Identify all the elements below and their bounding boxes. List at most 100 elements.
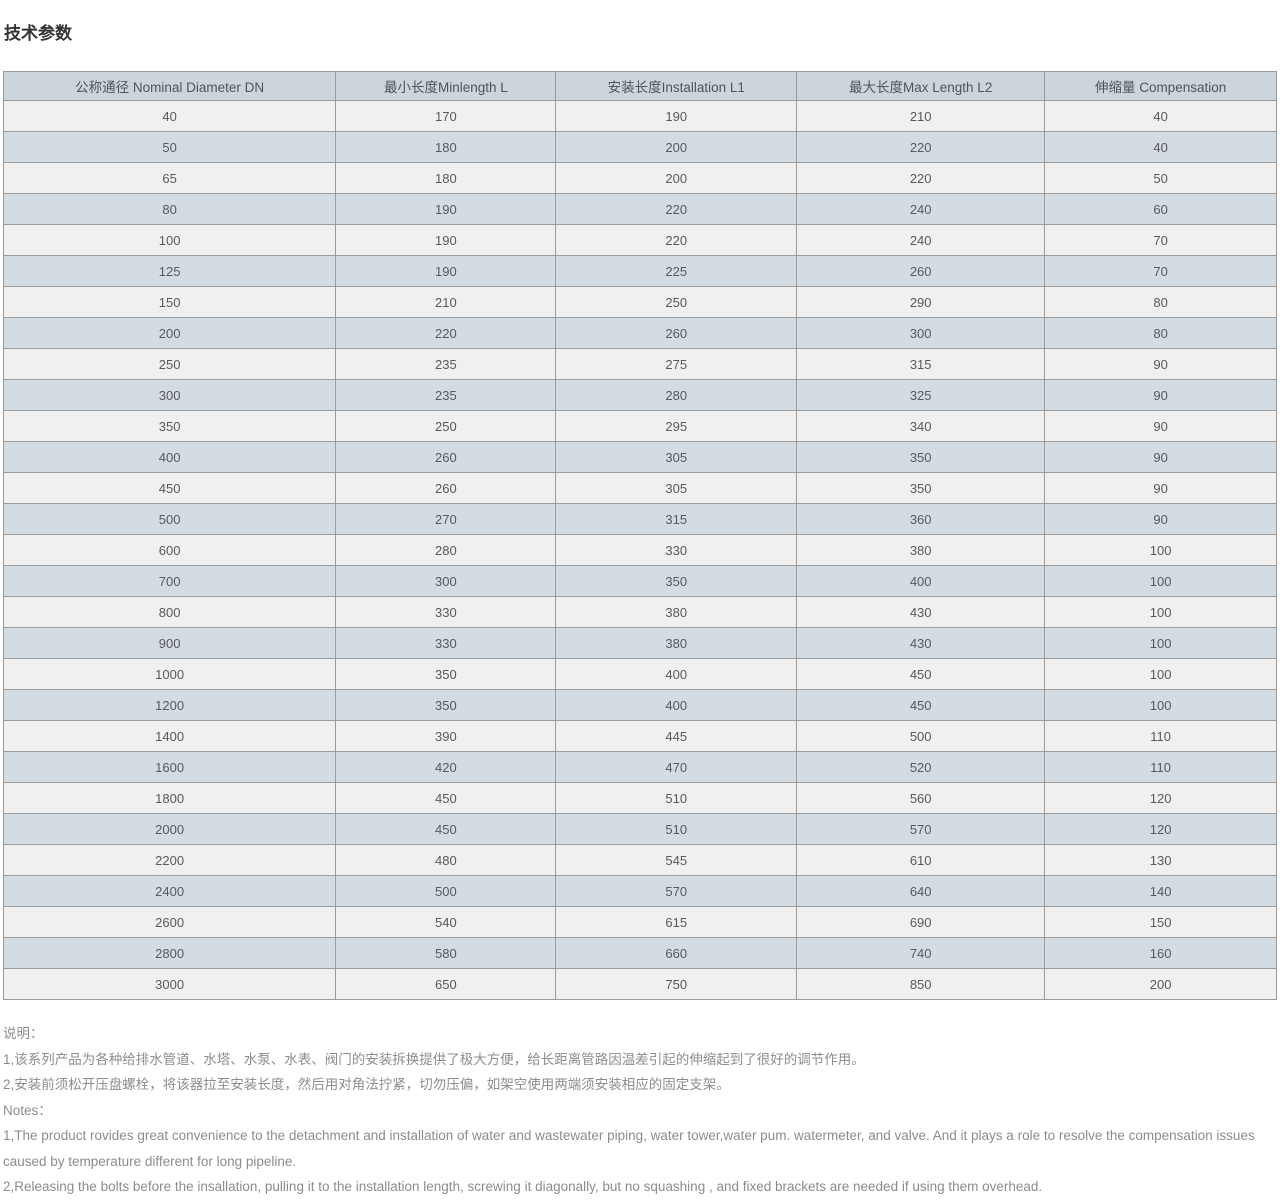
- table-cell: 2200: [2, 844, 337, 876]
- table-cell: 295: [555, 410, 798, 442]
- table-row: 1600 420 470 520 110: [2, 751, 1277, 783]
- table-header-row: 公称通径 Nominal Diameter DN 最小长度Minlength L…: [2, 71, 1277, 101]
- table-cell: 275: [555, 348, 798, 380]
- table-row: 80 190 220 240 60: [2, 193, 1277, 225]
- table-cell: 690: [796, 906, 1046, 938]
- table-row: 65 180 200 220 50: [2, 162, 1277, 194]
- table-row: 250 235 275 315 90: [2, 348, 1277, 380]
- table-cell: 570: [796, 813, 1046, 845]
- table-row: 100 190 220 240 70: [2, 224, 1277, 256]
- col-header-installation: 安装长度Installation L1: [555, 71, 798, 101]
- table-cell: 220: [555, 224, 798, 256]
- tech-params-table: 公称通径 Nominal Diameter DN 最小长度Minlength L…: [2, 71, 1277, 1000]
- table-cell: 190: [335, 255, 557, 287]
- table-row: 900 330 380 430 100: [2, 627, 1277, 659]
- table-cell: 305: [555, 441, 798, 473]
- table-cell: 300: [796, 317, 1046, 349]
- table-cell: 80: [1044, 317, 1277, 349]
- table-row: 150 210 250 290 80: [2, 286, 1277, 318]
- table-cell: 350: [796, 472, 1046, 504]
- table-cell: 850: [796, 968, 1046, 1000]
- table-cell: 610: [796, 844, 1046, 876]
- table-cell: 380: [796, 534, 1046, 566]
- table-cell: 305: [555, 472, 798, 504]
- table-cell: 260: [335, 472, 557, 504]
- table-cell: 260: [796, 255, 1046, 287]
- table-row: 1400 390 445 500 110: [2, 720, 1277, 752]
- table-cell: 560: [796, 782, 1046, 814]
- table-cell: 470: [555, 751, 798, 783]
- table-cell: 510: [555, 813, 798, 845]
- table-cell: 380: [555, 627, 798, 659]
- table-cell: 110: [1044, 720, 1277, 752]
- table-cell: 740: [796, 937, 1046, 969]
- table-cell: 80: [2, 193, 337, 225]
- table-cell: 90: [1044, 441, 1277, 473]
- table-cell: 1600: [2, 751, 337, 783]
- table-cell: 330: [335, 627, 557, 659]
- table-cell: 510: [555, 782, 798, 814]
- table-cell: 90: [1044, 379, 1277, 411]
- table-cell: 210: [796, 100, 1046, 132]
- table-row: 1800 450 510 560 120: [2, 782, 1277, 814]
- table-cell: 90: [1044, 503, 1277, 535]
- table-row: 300 235 280 325 90: [2, 379, 1277, 411]
- table-cell: 225: [555, 255, 798, 287]
- table-cell: 430: [796, 596, 1046, 628]
- table-cell: 200: [1044, 968, 1277, 1000]
- table-cell: 350: [555, 565, 798, 597]
- table-cell: 330: [335, 596, 557, 628]
- table-row: 2200 480 545 610 130: [2, 844, 1277, 876]
- table-row: 800 330 380 430 100: [2, 596, 1277, 628]
- col-header-nominal-diameter: 公称通径 Nominal Diameter DN: [2, 71, 337, 101]
- table-cell: 390: [335, 720, 557, 752]
- table-cell: 250: [2, 348, 337, 380]
- table-cell: 1400: [2, 720, 337, 752]
- notes-section: 说明： 1,该系列产品为各种给排水管道、水塔、水泵、水表、阀门的安装拆换提供了极…: [3, 1021, 1272, 1200]
- table-cell: 3000: [2, 968, 337, 1000]
- table-row: 40 170 190 210 40: [2, 100, 1277, 132]
- table-cell: 1200: [2, 689, 337, 721]
- table-cell: 80: [1044, 286, 1277, 318]
- table-cell: 90: [1044, 410, 1277, 442]
- table-cell: 750: [555, 968, 798, 1000]
- table-row: 2600 540 615 690 150: [2, 906, 1277, 938]
- table-cell: 100: [1044, 658, 1277, 690]
- table-cell: 170: [335, 100, 557, 132]
- table-cell: 315: [555, 503, 798, 535]
- table-row: 400 260 305 350 90: [2, 441, 1277, 473]
- table-cell: 100: [1044, 596, 1277, 628]
- table-cell: 500: [796, 720, 1046, 752]
- table-cell: 2600: [2, 906, 337, 938]
- table-cell: 210: [335, 286, 557, 318]
- table-cell: 420: [335, 751, 557, 783]
- table-cell: 480: [335, 844, 557, 876]
- table-row: 200 220 260 300 80: [2, 317, 1277, 349]
- table-cell: 380: [555, 596, 798, 628]
- table-cell: 100: [1044, 689, 1277, 721]
- table-cell: 180: [335, 162, 557, 194]
- col-header-min-length: 最小长度Minlength L: [335, 71, 557, 101]
- table-cell: 130: [1044, 844, 1277, 876]
- table-cell: 150: [2, 286, 337, 318]
- table-cell: 270: [335, 503, 557, 535]
- table-cell: 90: [1044, 348, 1277, 380]
- table-body: 40 170 190 210 40 50 180 200 220 40 65 180 200 220 50 8…: [2, 100, 1277, 1000]
- table-row: 3000 650 750 850 200: [2, 968, 1277, 1000]
- table-cell: 100: [1044, 534, 1277, 566]
- table-cell: 300: [2, 379, 337, 411]
- table-cell: 140: [1044, 875, 1277, 907]
- table-cell: 450: [796, 689, 1046, 721]
- notes-cn-title: 说明：: [3, 1026, 44, 1041]
- table-cell: 580: [335, 937, 557, 969]
- table-cell: 100: [1044, 565, 1277, 597]
- table-cell: 400: [796, 565, 1046, 597]
- table-cell: 220: [335, 317, 557, 349]
- table-cell: 400: [555, 658, 798, 690]
- table-cell: 220: [796, 131, 1046, 163]
- table-cell: 40: [2, 100, 337, 132]
- table-cell: 290: [796, 286, 1046, 318]
- table-cell: 235: [335, 348, 557, 380]
- table-cell: 350: [796, 441, 1046, 473]
